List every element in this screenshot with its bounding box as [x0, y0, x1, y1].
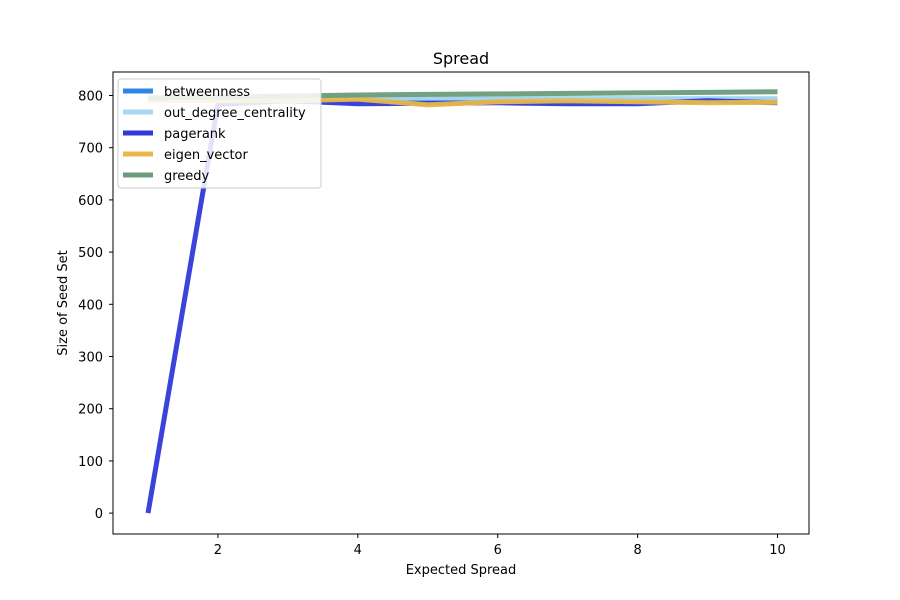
legend-label-greedy: greedy: [164, 169, 210, 184]
x-tick-label: 4: [354, 543, 362, 558]
legend-box: [117, 78, 322, 189]
chart-title: Spread: [433, 49, 489, 68]
y-tick-label: 100: [78, 455, 103, 470]
x-tick-label: 8: [633, 543, 641, 558]
y-tick-label: 400: [78, 298, 103, 313]
y-tick-label: 300: [78, 351, 103, 366]
plot-frame: [112, 71, 810, 535]
legend-label-eigen-vector: eigen_vector: [164, 148, 248, 163]
y-axis: 0 100 200 300 400 500 600 700 800: [78, 89, 113, 522]
x-axis: 2 4 6 8 10: [214, 534, 786, 558]
x-tick-label: 2: [214, 543, 222, 558]
y-tick-label: 600: [78, 194, 103, 209]
x-tick-label: 10: [769, 543, 786, 558]
y-axis-label: Size of Seed Set: [56, 250, 71, 355]
y-tick-label: 700: [78, 142, 103, 157]
y-tick-label: 200: [78, 403, 103, 418]
legend-label-out-degree-centrality: out_degree_centrality: [164, 106, 306, 121]
legend-label-pagerank: pagerank: [164, 127, 226, 142]
x-tick-label: 6: [494, 543, 502, 558]
y-tick-label: 500: [78, 246, 103, 261]
legend: betweenness out_degree_centrality pagerank…: [117, 78, 322, 189]
legend-label-betweenness: betweenness: [164, 85, 250, 100]
x-axis-label: Expected Spread: [406, 563, 517, 578]
y-tick-label: 800: [78, 89, 103, 104]
y-tick-label: 0: [95, 507, 103, 522]
